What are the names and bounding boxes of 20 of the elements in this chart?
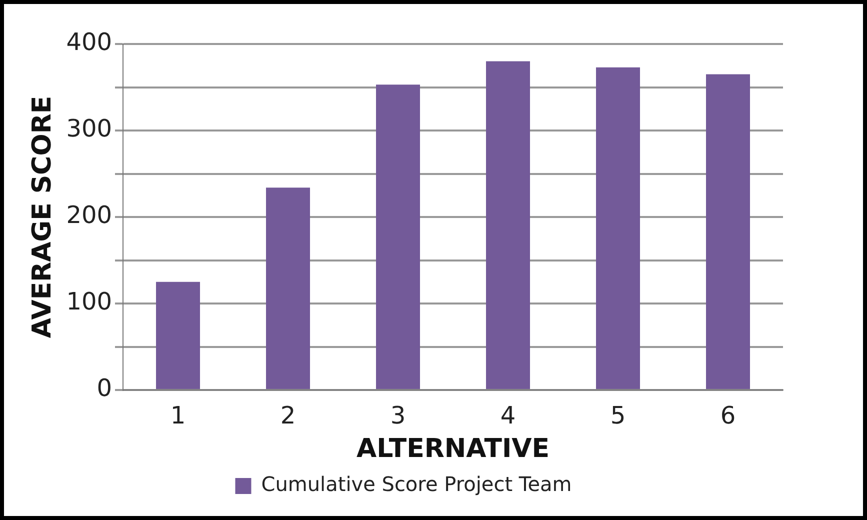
bar: [376, 84, 420, 389]
y-tick-label: 200: [66, 201, 112, 230]
bar: [266, 188, 310, 389]
bar: [156, 282, 200, 389]
x-tick-label: 5: [610, 402, 626, 430]
y-axis-title: AVERAGE SCORE: [27, 96, 58, 338]
y-tick-label: 0: [96, 374, 112, 402]
x-axis-title: ALTERNATIVE: [356, 434, 550, 464]
x-tick-label: 3: [390, 402, 406, 430]
x-tick-label: 1: [170, 402, 186, 430]
bar: [706, 74, 750, 389]
legend-label: Cumulative Score Project Team: [261, 472, 572, 496]
y-tick-label: 300: [66, 114, 112, 143]
y-tick-label: 100: [66, 288, 112, 316]
x-tick-label: 4: [500, 402, 516, 430]
x-tick-label: 6: [720, 402, 736, 430]
bar: [596, 67, 640, 389]
x-tick-label: 2: [280, 402, 296, 430]
bar: [486, 61, 530, 389]
y-tick-label: 400: [66, 28, 112, 56]
